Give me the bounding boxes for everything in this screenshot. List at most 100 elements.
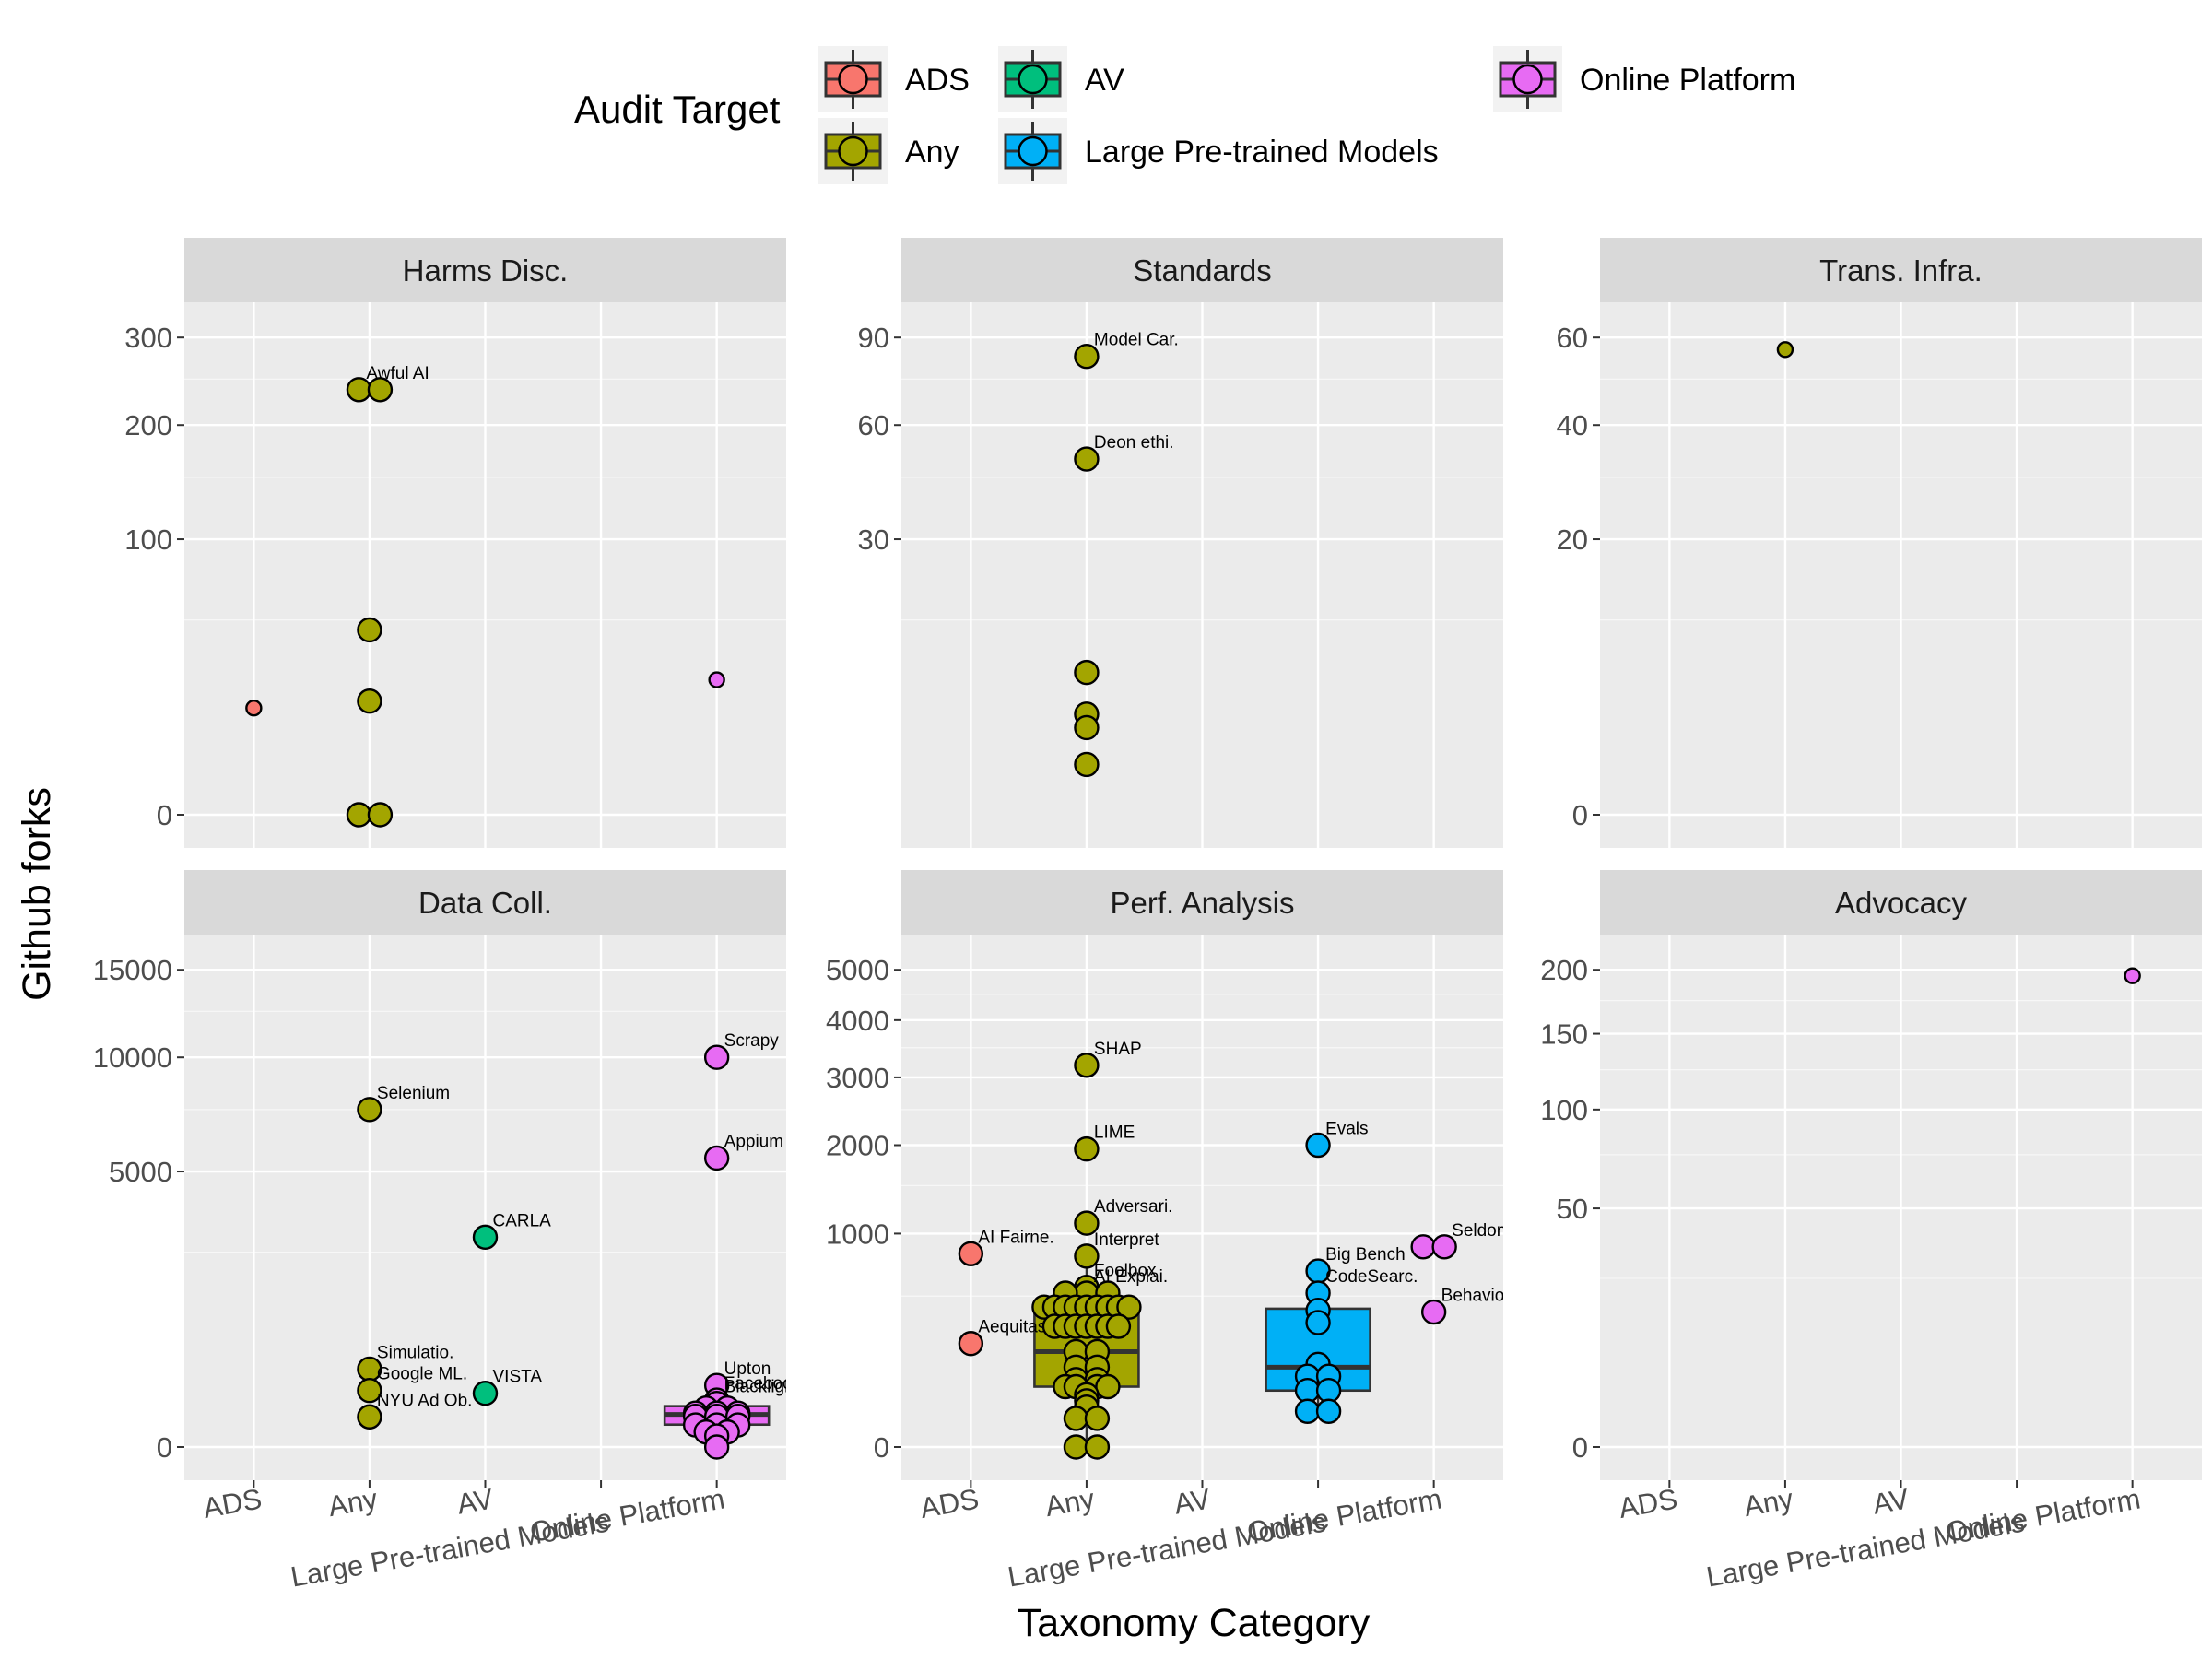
- point-label: Google ML.: [377, 1365, 467, 1384]
- data-point: [708, 671, 725, 688]
- data-point: [357, 617, 382, 643]
- x-tick-label: ADS: [918, 1482, 982, 1524]
- data-point: [1074, 1053, 1100, 1078]
- data-point: [958, 1331, 984, 1357]
- data-point: [1063, 1434, 1089, 1460]
- point-label: SHAP: [1094, 1040, 1142, 1059]
- panel-standards: Standards 30 60 90 Model Car. Deon ethi.: [858, 238, 1503, 848]
- x-axis-title: Taxonomy Category: [1018, 1601, 1371, 1645]
- data-point: [357, 688, 382, 714]
- x-tick-label: Any: [325, 1482, 380, 1523]
- y-tick-label: 30: [858, 524, 889, 556]
- points-layer: Selenium Simulatio. Google ML. NYU Ad Ob. CA…: [357, 1031, 802, 1460]
- data-point: [1074, 1135, 1100, 1162]
- y-tick-label: 1000: [826, 1218, 889, 1250]
- facet-title: Trans. Infra.: [1819, 253, 1983, 288]
- data-point: [1074, 659, 1100, 686]
- legend-title: Audit Target: [574, 88, 781, 131]
- facet-strip: [1600, 870, 2202, 935]
- facet-strip: [901, 870, 1503, 935]
- data-point: [1074, 344, 1100, 370]
- legend-key-dot: [838, 135, 868, 167]
- data-point: [1105, 1313, 1132, 1339]
- facet-strip: [901, 238, 1503, 302]
- point-label: CARLA: [493, 1211, 552, 1230]
- facet-title: Harms Disc.: [403, 253, 569, 288]
- point-label: CodeSearc.: [1325, 1267, 1418, 1287]
- data-point: [1305, 1310, 1331, 1335]
- data-point: [357, 1404, 382, 1430]
- point-label: Adversari.: [1094, 1197, 1173, 1217]
- point-label: Interpret: [1094, 1230, 1159, 1250]
- point-label: Evals: [1325, 1120, 1368, 1139]
- panel-trans-infra: Trans. Infra. 0 20 40 60: [1557, 238, 2202, 848]
- data-point: [1420, 1299, 1447, 1325]
- y-tick-label: 60: [1557, 322, 1588, 354]
- point-label: Simulatio.: [377, 1343, 453, 1362]
- x-tick-label: Online Platform: [527, 1482, 726, 1548]
- data-point: [1074, 1243, 1100, 1269]
- data-point: [1294, 1378, 1321, 1404]
- x-tick-label: Online Platform: [1244, 1482, 1443, 1548]
- y-tick-label: 5000: [109, 1156, 172, 1188]
- data-point: [2124, 967, 2141, 984]
- y-tick-label: 40: [1557, 409, 1588, 441]
- y-tick-label: 150: [1540, 1018, 1588, 1051]
- point-label: Appium: [724, 1132, 783, 1151]
- facet-strip: [1600, 238, 2202, 302]
- facet-title: Advocacy: [1835, 886, 1968, 920]
- data-point: [367, 802, 394, 828]
- data-point: [703, 1044, 730, 1070]
- data-point: [1084, 1406, 1111, 1431]
- data-point: [703, 1434, 730, 1460]
- points-layer: AI Fairne. Aequitas SHAP LIME Adversari. Inte…: [958, 1040, 1506, 1460]
- legend-label: Online Platform: [1580, 63, 1795, 98]
- data-point: [1063, 1406, 1089, 1431]
- x-tick-label: AV: [1870, 1482, 1912, 1520]
- data-point: [346, 802, 372, 828]
- y-tick-label: 0: [157, 799, 172, 831]
- y-tick-label: 20: [1557, 524, 1588, 556]
- data-point: [357, 1097, 382, 1123]
- legend-label: AV: [1085, 63, 1124, 98]
- y-tick-label: 0: [1572, 799, 1588, 831]
- point-label: Deon ethi.: [1094, 433, 1174, 453]
- y-tick-label: 4000: [826, 1005, 889, 1037]
- data-point: [245, 700, 263, 717]
- data-point: [1315, 1398, 1342, 1424]
- y-tick-label: 0: [874, 1431, 889, 1464]
- legend-item-any: Any: [818, 118, 959, 184]
- y-tick-label: 0: [157, 1431, 172, 1464]
- y-tick-label: 15000: [93, 954, 172, 986]
- points-layer: Model Car. Deon ethi.: [1074, 331, 1179, 778]
- data-point: [1305, 1132, 1331, 1159]
- x-tick-label: Any: [1741, 1482, 1795, 1523]
- legend-item-av: AV: [998, 46, 1124, 112]
- facet-title: Data Coll.: [418, 886, 552, 920]
- point-label: Blacklight: [724, 1378, 800, 1397]
- data-point: [472, 1381, 499, 1406]
- y-tick-label: 5000: [826, 954, 889, 986]
- legend-item-ads: ADS: [818, 46, 970, 112]
- points-layer: [2124, 967, 2141, 984]
- legend-key-dot: [1512, 64, 1543, 95]
- y-tick-label: 100: [124, 524, 172, 556]
- y-tick-label: 3000: [826, 1062, 889, 1094]
- y-tick-label: 200: [1540, 954, 1588, 986]
- data-point: [1074, 1210, 1100, 1236]
- point-label: Model Car.: [1094, 331, 1179, 350]
- facet-strip: [184, 238, 786, 302]
- point-label: Seldon: [1452, 1221, 1506, 1241]
- legend-key-dot: [1018, 64, 1048, 95]
- y-tick-label: 10000: [93, 1041, 172, 1074]
- point-label: Facebook: [724, 1374, 802, 1394]
- data-point: [357, 1378, 382, 1404]
- x-tick-label: Any: [1042, 1482, 1097, 1523]
- y-tick-label: 300: [124, 322, 172, 354]
- point-label: Upton: [724, 1359, 771, 1379]
- legend-key-dot: [1018, 135, 1048, 167]
- data-point: [1074, 714, 1100, 741]
